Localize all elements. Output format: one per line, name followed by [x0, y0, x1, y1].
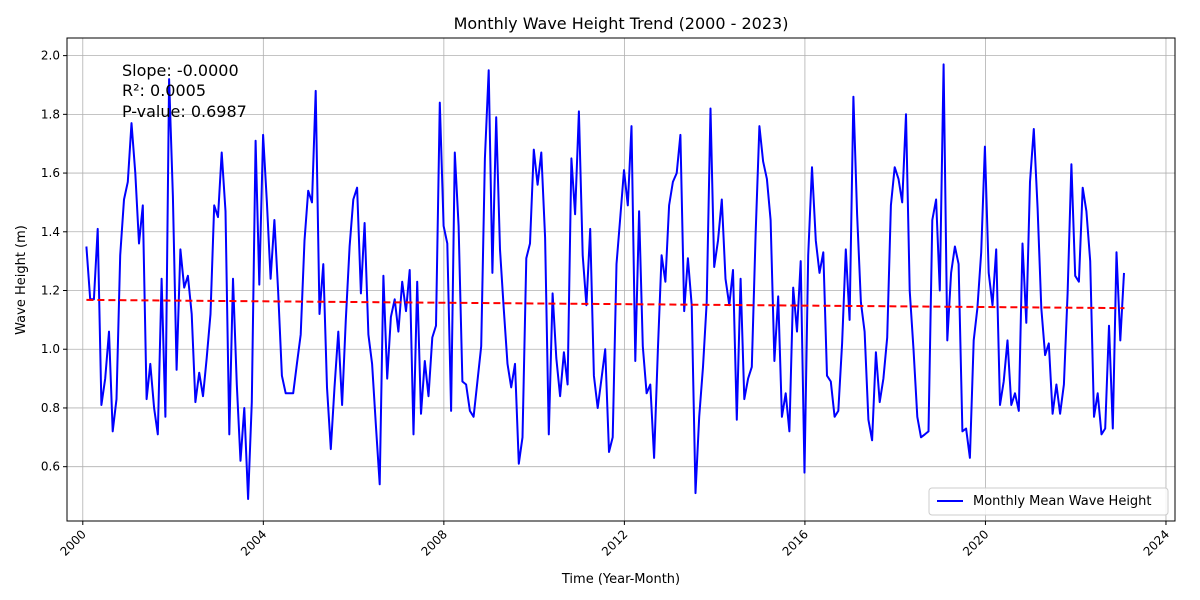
y-axis-label: Wave Height (m) [14, 225, 29, 335]
legend-box [928, 487, 1169, 516]
annotation-slope: Slope: -0.0000 [122, 61, 239, 80]
annotation-p-value: P-value: 0.6987 [122, 102, 247, 121]
y-tick-label: 1.0 [41, 342, 60, 356]
legend: Monthly Mean Wave Height [928, 487, 1169, 516]
y-tick-label: 0.8 [41, 401, 60, 415]
y-tick-label: 1.2 [41, 284, 60, 298]
annotation-r-squared: R²: 0.0005 [122, 81, 206, 100]
y-axis-ticks: 0.6 0.8 1.0 1.2 1.4 1.6 1.8 2.0 [41, 49, 67, 474]
y-tick-label: 1.8 [41, 107, 60, 121]
series-line-monthly-mean [85, 63, 1125, 500]
y-tick-label: 0.6 [41, 460, 60, 474]
chart-title: Monthly Wave Height Trend (2000 - 2023) [454, 14, 789, 33]
x-axis-label: Time (Year-Month) [561, 572, 680, 587]
legend-label: Monthly Mean Wave Height [973, 494, 1152, 509]
plot-frame [66, 37, 1176, 522]
trend-line [86, 298, 1125, 310]
plot-lines [85, 63, 1125, 500]
y-tick-label: 1.6 [41, 166, 60, 180]
y-tick-label: 2.0 [41, 49, 60, 63]
y-tick-label: 1.4 [41, 225, 60, 239]
